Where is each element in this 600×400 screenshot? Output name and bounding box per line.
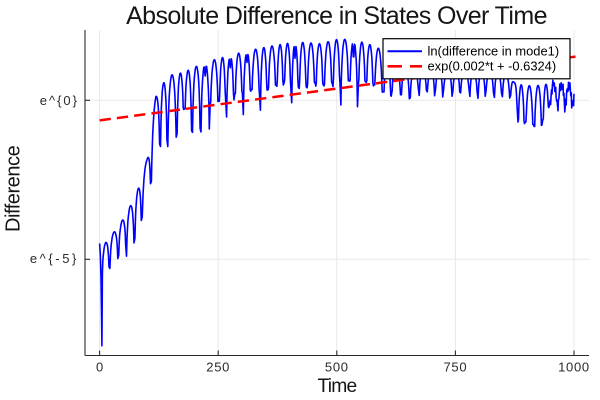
svg-text:ln(difference in mode1): ln(difference in mode1) [428,44,560,59]
svg-text:Difference: Difference [3,145,25,232]
svg-text:250: 250 [206,360,230,375]
svg-text:750: 750 [444,360,468,375]
svg-text:500: 500 [325,360,349,375]
svg-text:0: 0 [96,360,103,375]
svg-text:exp(0.002*t + -0.6324): exp(0.002*t + -0.6324) [428,59,557,74]
svg-text:Absolute Difference in States: Absolute Difference in States Over Time [126,2,547,30]
svg-text:e^{-5}: e^{-5} [30,251,79,266]
svg-text:1000: 1000 [558,360,590,375]
svg-text:Time: Time [318,376,357,397]
svg-text:e^{0}: e^{0} [40,93,79,108]
